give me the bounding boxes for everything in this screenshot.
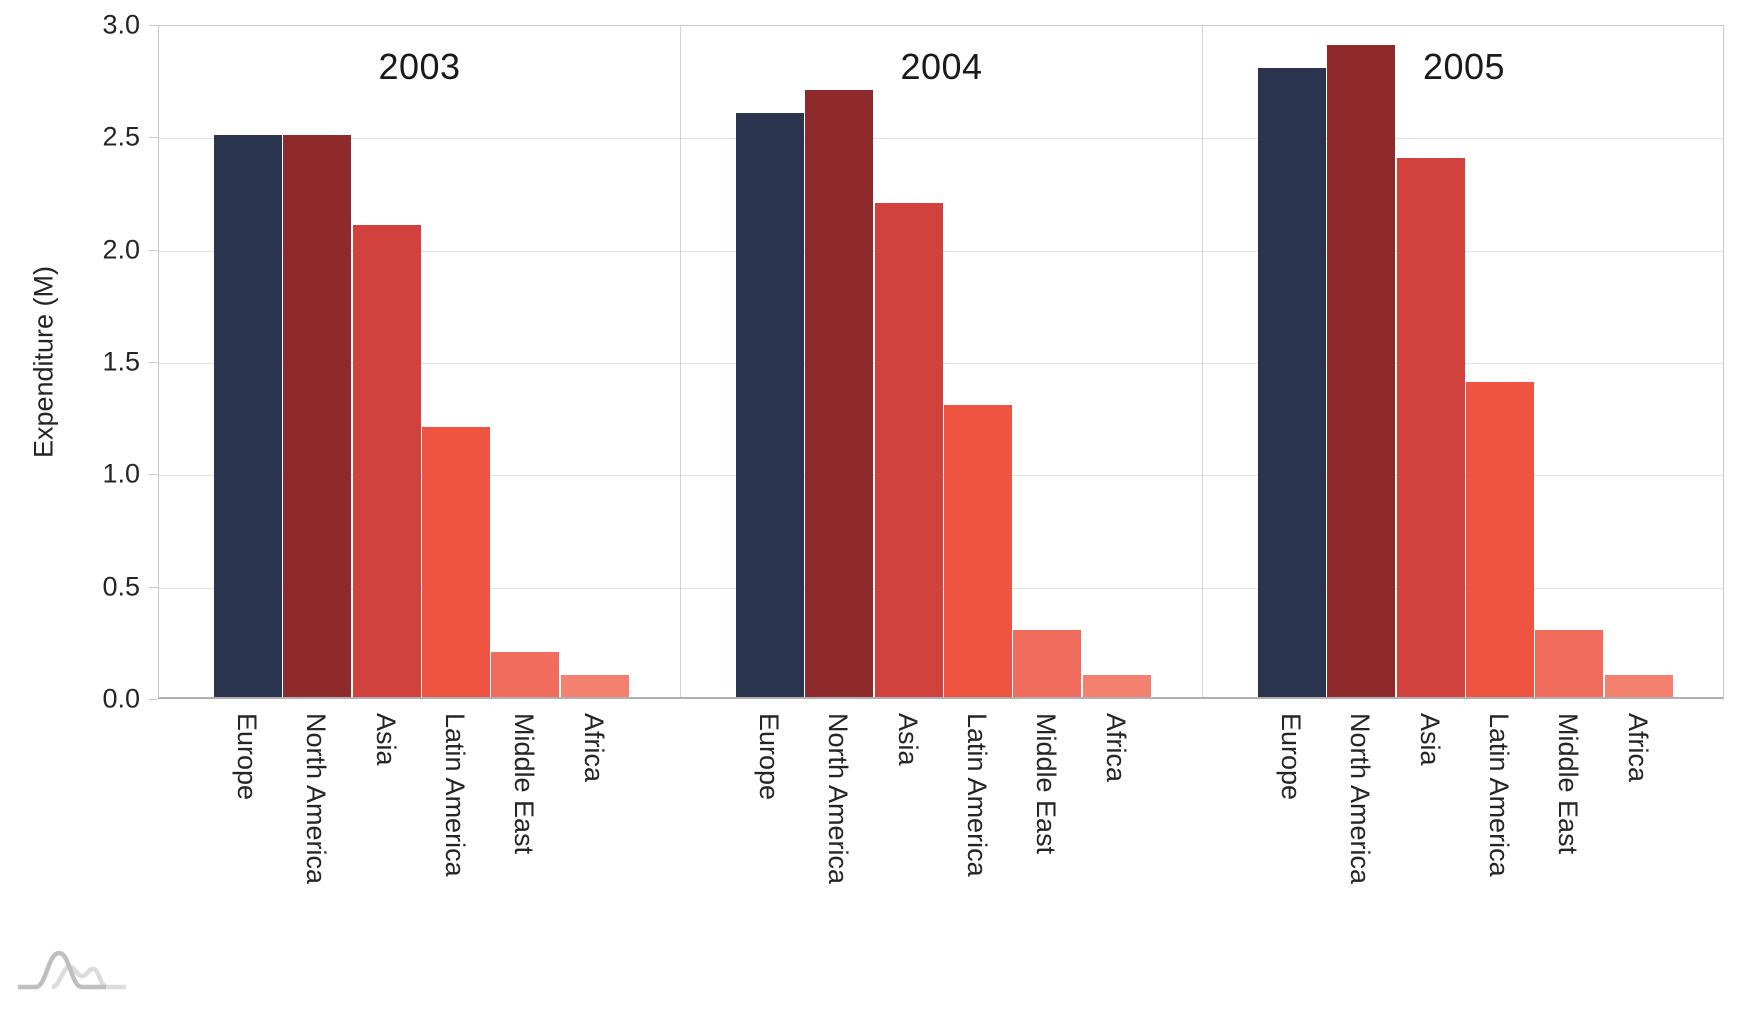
bar-north-america-2005 [1327,45,1396,697]
facet-panel-2004: 2004 [681,26,1203,697]
facet-panel-2003: 2003 [159,26,681,697]
facet-title-2004: 2004 [900,46,983,87]
y-tick-label-0.0: 0.0 [102,683,140,714]
gridline-y-2.5 [159,138,1723,140]
x-label-latin-america-2004: Latin America [961,713,992,877]
x-label-europe-2005: Europe [1276,713,1306,801]
bar-middle-east-2005 [1535,629,1604,697]
y-tick-mark-1.0 [149,474,158,476]
bar-europe-2003 [214,135,282,697]
x-label-north-america-2004: North America [823,713,854,885]
y-tick-mark-2.5 [149,137,158,139]
bar-middle-east-2003 [491,652,560,697]
x-label-europe-2004: Europe [754,713,784,801]
y-tick-mark-2.0 [149,249,158,251]
x-label-europe-2003: Europe [232,713,262,801]
x-label-middle-east-2005: Middle East [1553,713,1584,855]
facet-panel-2005: 2005 [1203,26,1725,697]
y-tick-mark-0.0 [149,699,158,700]
y-tick-label-2.0: 2.0 [102,234,140,265]
bar-asia-2003 [352,225,421,697]
x-label-asia-2003: Asia [370,713,401,766]
facet-title-2003: 2003 [378,46,461,87]
distribution-curves-logo [18,950,126,990]
x-label-latin-america-2005: Latin America [1483,713,1514,877]
bar-europe-2005 [1258,67,1326,697]
bar-asia-2005 [1396,157,1465,697]
x-label-middle-east-2003: Middle East [509,713,540,855]
x-label-africa-2004: Africa [1100,713,1131,783]
bar-africa-2005 [1604,674,1673,697]
bar-europe-2004 [736,112,804,697]
bar-latin-america-2005 [1465,382,1534,697]
y-tick-label-2.5: 2.5 [102,121,140,152]
bar-north-america-2004 [805,90,874,697]
x-label-asia-2004: Asia [892,713,923,766]
plot-area: 2003 2004 2005 [158,25,1724,699]
bar-latin-america-2003 [421,427,490,697]
bar-middle-east-2004 [1013,629,1082,697]
y-tick-mark-3.0 [149,25,158,26]
x-label-north-america-2003: North America [301,713,332,885]
x-label-africa-2005: Africa [1622,713,1653,783]
y-tick-mark-0.5 [149,586,158,588]
bar-africa-2004 [1082,674,1151,697]
x-label-middle-east-2004: Middle East [1031,713,1062,855]
y-tick-label-0.5: 0.5 [102,571,140,602]
bar-north-america-2003 [283,135,352,697]
x-label-africa-2003: Africa [578,713,609,783]
x-label-latin-america-2003: Latin America [439,713,470,877]
y-tick-label-1.5: 1.5 [102,346,140,377]
y-tick-label-1.0: 1.0 [102,458,140,489]
x-label-asia-2005: Asia [1414,713,1445,766]
x-label-north-america-2005: North America [1345,713,1376,885]
bar-africa-2003 [560,674,629,697]
bar-latin-america-2004 [943,404,1012,697]
y-tick-mark-1.5 [149,362,158,363]
bar-asia-2004 [874,202,943,697]
y-tick-label-3.0: 3.0 [102,9,140,40]
facet-title-2005: 2005 [1422,46,1506,87]
